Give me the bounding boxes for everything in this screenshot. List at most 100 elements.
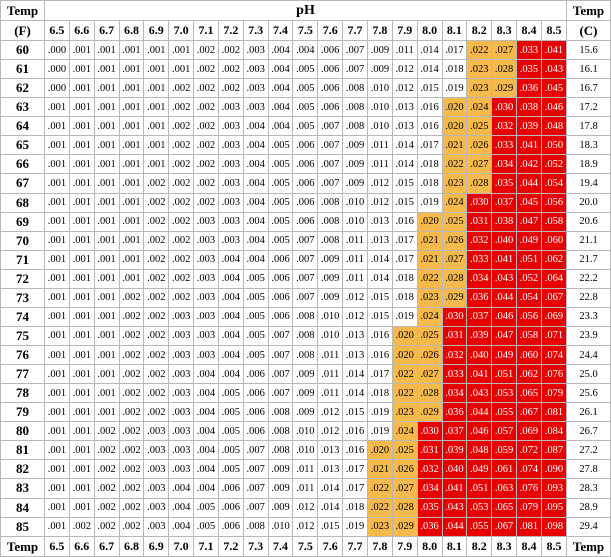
ammonia-value: .016 bbox=[416, 116, 443, 137]
ammonia-value: .063 bbox=[491, 478, 518, 499]
ammonia-value: .001 bbox=[143, 116, 170, 137]
ammonia-value: .026 bbox=[441, 230, 468, 251]
ammonia-value: .001 bbox=[118, 78, 145, 99]
ammonia-value: .002 bbox=[168, 173, 195, 194]
ammonia-value: .056 bbox=[540, 192, 568, 213]
temp-c: 26.7 bbox=[566, 421, 611, 442]
ammonia-value: .074 bbox=[516, 459, 542, 480]
data-row: 80.001.001.002.002.003.003.004.005.006.0… bbox=[0, 421, 611, 442]
ammonia-value: .003 bbox=[193, 268, 219, 289]
ammonia-value: .012 bbox=[317, 421, 344, 442]
ammonia-value: .005 bbox=[292, 97, 319, 118]
ammonia-value: .001 bbox=[118, 39, 145, 61]
ammonia-value: .016 bbox=[366, 344, 393, 366]
ammonia-value: .038 bbox=[516, 97, 542, 118]
ammonia-value: .081 bbox=[516, 516, 542, 538]
ammonia-value: .033 bbox=[491, 135, 518, 156]
ammonia-value: .001 bbox=[93, 211, 120, 232]
ammonia-value: .009 bbox=[366, 59, 393, 80]
ammonia-value: .003 bbox=[193, 230, 219, 251]
ammonia-value: .010 bbox=[366, 116, 393, 137]
data-row: 72.001.001.001.001.002.002.003.004.005.0… bbox=[0, 268, 611, 289]
ammonia-value: .003 bbox=[217, 211, 244, 232]
ammonia-value: .047 bbox=[491, 325, 518, 347]
ammonia-value: .032 bbox=[491, 116, 518, 137]
ammonia-value: .005 bbox=[217, 383, 244, 404]
ammonia-value: .002 bbox=[168, 154, 195, 175]
ammonia-value: .018 bbox=[366, 383, 393, 404]
ammonia-value: .028 bbox=[391, 497, 418, 518]
ammonia-value: .008 bbox=[242, 516, 269, 538]
ammonia-value: .005 bbox=[267, 211, 294, 232]
temp-c: 23.3 bbox=[566, 306, 611, 327]
ammonia-value: .014 bbox=[366, 249, 393, 270]
ammonia-value: .001 bbox=[118, 97, 145, 118]
ammonia-value: .002 bbox=[168, 135, 195, 156]
ammonia-value: .001 bbox=[68, 306, 95, 327]
ammonia-value: .001 bbox=[44, 421, 70, 442]
ammonia-value: .006 bbox=[292, 192, 319, 213]
ammonia-value: .023 bbox=[441, 173, 468, 194]
ammonia-value: .007 bbox=[292, 287, 319, 308]
ammonia-value: .022 bbox=[441, 154, 468, 175]
ammonia-value: .056 bbox=[516, 306, 542, 327]
ammonia-value: .016 bbox=[342, 440, 368, 461]
ammonia-value: .020 bbox=[391, 325, 418, 347]
ph-value: 7.8 bbox=[366, 20, 393, 41]
ammonia-value: .029 bbox=[416, 402, 443, 423]
ammonia-value: .002 bbox=[193, 59, 219, 80]
ammonia-value: .003 bbox=[193, 211, 219, 232]
ammonia-value: .076 bbox=[540, 364, 568, 385]
data-row: 68.001.001.001.001.002.002.002.003.004.0… bbox=[0, 192, 611, 213]
ammonia-value: .002 bbox=[143, 364, 170, 385]
ammonia-value: .001 bbox=[168, 39, 195, 61]
ammonia-value: .067 bbox=[540, 287, 568, 308]
ammonia-value: .036 bbox=[466, 287, 493, 308]
ammonia-value: .001 bbox=[93, 402, 120, 423]
header-row: Temp pH Temp bbox=[0, 0, 611, 21]
ammonia-value: .060 bbox=[516, 344, 542, 366]
ammonia-value: .009 bbox=[292, 402, 319, 423]
ammonia-value: .022 bbox=[391, 383, 418, 404]
ammonia-value: .002 bbox=[217, 59, 244, 80]
ammonia-value: .010 bbox=[342, 192, 368, 213]
ammonia-value: .043 bbox=[441, 497, 468, 518]
ammonia-value: .014 bbox=[416, 59, 443, 80]
ammonia-value: .008 bbox=[342, 116, 368, 137]
ammonia-value: .001 bbox=[44, 344, 70, 366]
ammonia-value: .019 bbox=[366, 402, 393, 423]
ammonia-value: .001 bbox=[44, 402, 70, 423]
ph-value: 8.2 bbox=[466, 536, 493, 557]
ammonia-value: .009 bbox=[342, 154, 368, 175]
ammonia-value: .001 bbox=[143, 154, 170, 175]
ammonia-value: .034 bbox=[491, 154, 518, 175]
ammonia-value: .015 bbox=[317, 516, 344, 538]
ammonia-value: .049 bbox=[491, 344, 518, 366]
ammonia-value: .001 bbox=[68, 421, 95, 442]
ammonia-value: .004 bbox=[267, 116, 294, 137]
ammonia-value: .001 bbox=[143, 39, 170, 61]
ammonia-value: .069 bbox=[516, 421, 542, 442]
ammonia-value: .003 bbox=[168, 344, 195, 366]
ammonia-value: .020 bbox=[441, 116, 468, 137]
ammonia-value: .046 bbox=[491, 306, 518, 327]
data-row: 69.001.001.001.001.002.002.003.003.004.0… bbox=[0, 211, 611, 232]
ammonia-value: .001 bbox=[118, 59, 145, 80]
ammonia-value: .001 bbox=[68, 211, 95, 232]
footer-row: Temp 6.5 6.6 6.7 6.8 6.9 7.0 7.1 7.2 7.3 7.4 7.5 7.6… bbox=[0, 536, 611, 557]
ammonia-value: .053 bbox=[491, 383, 518, 404]
ammonia-value: .002 bbox=[143, 344, 170, 366]
ammonia-value: .001 bbox=[143, 78, 170, 99]
ammonia-value: .013 bbox=[391, 116, 418, 137]
ammonia-value: .001 bbox=[68, 173, 95, 194]
ammonia-value: .007 bbox=[242, 440, 269, 461]
ammonia-value: .001 bbox=[143, 135, 170, 156]
ph-value: 7.0 bbox=[168, 536, 195, 557]
data-row: 82.001.001.002.002.003.003.004.005.007.0… bbox=[0, 459, 611, 480]
ammonia-value: .067 bbox=[516, 402, 542, 423]
ammonia-value: .003 bbox=[242, 39, 269, 61]
ph-value: 7.2 bbox=[217, 20, 244, 41]
ammonia-value: .001 bbox=[68, 78, 95, 99]
ammonia-value: .001 bbox=[93, 249, 120, 270]
